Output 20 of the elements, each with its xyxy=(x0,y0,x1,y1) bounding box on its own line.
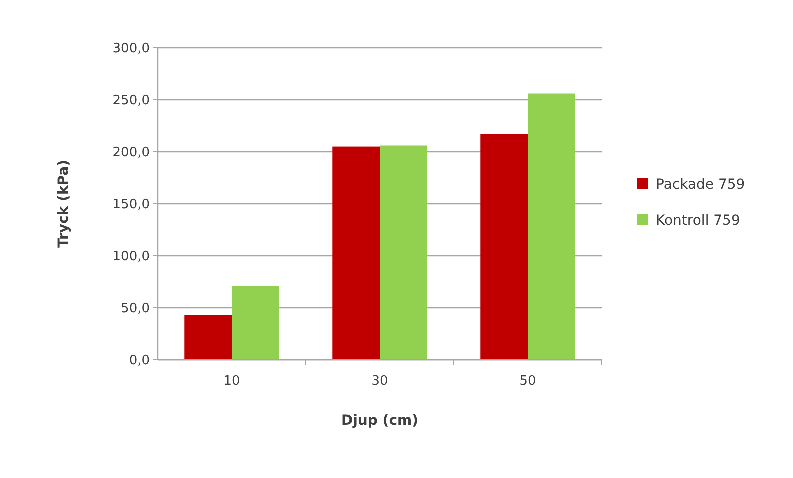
y-tick-label: 100,0 xyxy=(112,250,150,265)
x-axis-title: Djup (cm) xyxy=(342,413,418,429)
y-tick-label: 50,0 xyxy=(121,302,150,317)
bar xyxy=(184,315,232,360)
x-tick-label: 10 xyxy=(224,374,240,389)
legend-label: Packade 759 xyxy=(656,176,746,193)
y-tick-label: 250,0 xyxy=(112,94,150,109)
y-tick-label: 300,0 xyxy=(112,42,150,57)
y-tick-label: 0,0 xyxy=(129,354,150,369)
bar xyxy=(232,286,280,360)
bar xyxy=(332,146,380,360)
y-tick-label: 150,0 xyxy=(112,198,150,213)
x-tick-label: 30 xyxy=(372,374,388,389)
y-axis-title: Tryck (kPa) xyxy=(56,160,72,248)
legend-label: Kontroll 759 xyxy=(656,212,740,229)
bar xyxy=(528,94,576,360)
bar xyxy=(380,146,428,360)
y-tick-label: 200,0 xyxy=(112,146,150,161)
x-tick-label: 50 xyxy=(520,374,536,389)
bar xyxy=(480,134,528,360)
